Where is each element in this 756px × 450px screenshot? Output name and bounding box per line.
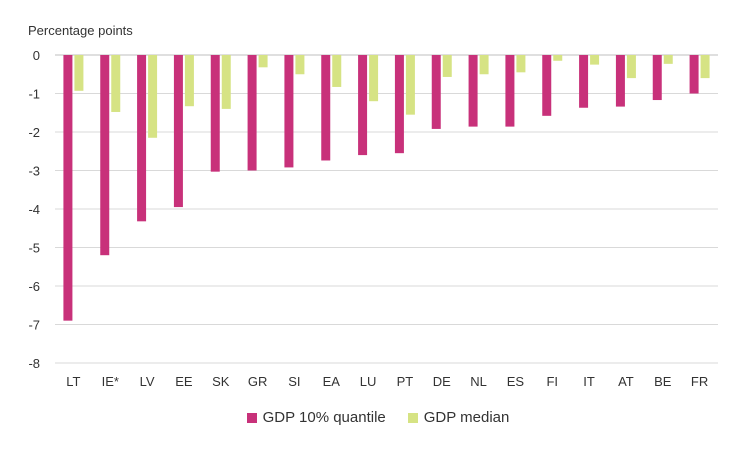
legend-label-median: GDP median [423, 409, 510, 426]
bar-median-it [590, 55, 600, 65]
y-tick-label: -3 [28, 164, 40, 179]
bar-quantile-fr [689, 55, 699, 94]
y-tick-label: -5 [28, 241, 40, 256]
y-tick-label: -4 [28, 202, 40, 217]
bar-quantile-iestar [100, 55, 110, 256]
bar-quantile-lv [137, 55, 147, 222]
bar-quantile-it [579, 55, 589, 108]
bar-median-nl [479, 55, 489, 75]
bar-median-lt [74, 55, 84, 91]
bar-median-be [663, 55, 673, 64]
bar-median-gr [258, 55, 268, 68]
bar-quantile-si [284, 55, 294, 168]
bar-median-ee [184, 55, 194, 107]
x-tick-label: GR [248, 374, 268, 389]
y-tick-label: -1 [28, 87, 40, 102]
bar-quantile-be [652, 55, 662, 101]
bar-quantile-at [615, 55, 625, 107]
x-tick-label: PT [397, 374, 414, 389]
bar-median-es [516, 55, 526, 73]
legend-label-quantile: GDP 10% quantile [262, 409, 386, 426]
y-tick-label: -6 [28, 279, 40, 294]
x-tick-label: SI [288, 374, 300, 389]
x-tick-label: EA [323, 374, 341, 389]
y-tick-label: -2 [28, 125, 40, 140]
legend: GDP 10% quantile GDP median [0, 409, 756, 426]
x-tick-label: ES [507, 374, 525, 389]
x-tick-label: SK [212, 374, 230, 389]
x-tick-label: EE [175, 374, 193, 389]
bar-median-lv [148, 55, 158, 138]
x-tick-label: IE* [102, 374, 119, 389]
legend-item-quantile: GDP 10% quantile [246, 409, 386, 426]
bar-median-fi [553, 55, 563, 61]
x-tick-label: BE [654, 374, 672, 389]
bar-median-si [295, 55, 305, 75]
bar-quantile-ee [173, 55, 183, 208]
x-tick-label: LV [140, 374, 155, 389]
x-tick-label: IT [583, 374, 595, 389]
bar-quantile-es [505, 55, 515, 127]
bar-quantile-ea [321, 55, 331, 161]
legend-item-median: GDP median [407, 409, 510, 426]
x-tick-label: NL [470, 374, 487, 389]
y-tick-label: 0 [33, 48, 40, 63]
bar-median-pt [405, 55, 415, 115]
bar-quantile-sk [210, 55, 220, 172]
bar-median-sk [221, 55, 231, 109]
y-tick-label: -8 [28, 356, 40, 371]
x-tick-label: LT [66, 374, 80, 389]
bar-median-de [442, 55, 452, 77]
bar-median-ea [332, 55, 342, 87]
bar-quantile-gr [247, 55, 257, 171]
x-tick-label: LU [360, 374, 377, 389]
x-tick-label: DE [433, 374, 451, 389]
y-axis-label: Percentage points [28, 23, 133, 38]
bar-quantile-fi [542, 55, 552, 116]
bar-quantile-pt [394, 55, 404, 154]
y-tick-label: -7 [28, 318, 40, 333]
x-tick-label: AT [618, 374, 634, 389]
bar-median-iestar [111, 55, 121, 112]
legend-swatch-median [407, 412, 418, 423]
bar-median-lu [369, 55, 379, 102]
bar-quantile-lt [63, 55, 73, 321]
bar-median-fr [700, 55, 710, 79]
bar-quantile-de [431, 55, 441, 129]
legend-swatch-quantile [246, 412, 257, 423]
x-tick-label: FI [546, 374, 558, 389]
bar-median-at [626, 55, 636, 79]
x-tick-label: FR [691, 374, 708, 389]
bar-quantile-nl [468, 55, 478, 127]
bar-quantile-lu [358, 55, 368, 156]
